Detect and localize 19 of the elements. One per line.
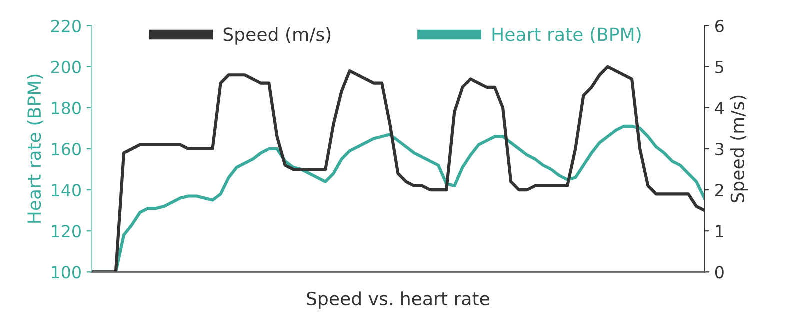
y2-tick-label: 2 bbox=[716, 184, 724, 196]
y2-tick-label: 1 bbox=[716, 225, 724, 238]
legend-label: Speed (m/s) bbox=[224, 27, 331, 45]
y-tick-label: 200 bbox=[51, 60, 81, 74]
y-axis-title: Heart rate (BPM) bbox=[27, 74, 44, 223]
x-axis-title: Speed vs. heart rate bbox=[307, 292, 490, 310]
legend-label: Heart rate (BPM) bbox=[492, 27, 641, 44]
y-tick-label: 140 bbox=[52, 184, 81, 197]
y2-tick-label: 3 bbox=[716, 142, 724, 156]
y-tick-label: 120 bbox=[52, 225, 81, 238]
y2-tick-label: 0 bbox=[715, 266, 724, 279]
y2-tick-label: 4 bbox=[715, 102, 724, 114]
y-tick-label: 220 bbox=[51, 20, 81, 32]
y2-tick-label: 6 bbox=[716, 20, 724, 32]
y-tick-label: 180 bbox=[52, 102, 81, 115]
y-tick-label: 100 bbox=[52, 266, 81, 279]
y2-tick-label: 5 bbox=[716, 61, 724, 74]
y-tick-label: 160 bbox=[52, 142, 81, 156]
y2-axis-title: Speed (m/s) bbox=[730, 96, 748, 203]
